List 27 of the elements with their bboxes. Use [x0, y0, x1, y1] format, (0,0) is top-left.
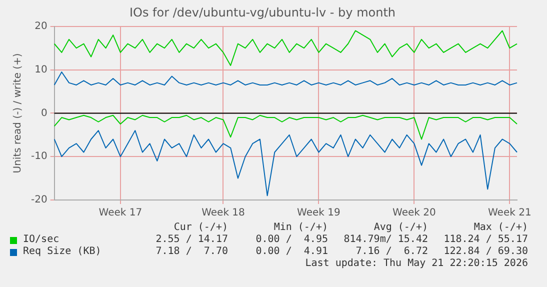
x-tick-label: Week 18 [202, 208, 245, 219]
y-tick-label: 20 [34, 20, 48, 32]
y-tick-label: -10 [30, 151, 48, 162]
text: 0.00 / 4.95 [254, 234, 328, 246]
y-tick-label: 10 [34, 64, 48, 76]
text: 7.18 / 7.70 [154, 246, 228, 258]
text: Cur (-/+) [172, 222, 228, 234]
text: 122.84 / 69.30 [442, 246, 528, 258]
text: 2.55 / 14.17 [154, 234, 228, 246]
text: Min (-/+) [272, 222, 328, 234]
legend-label: Req Size (KB) [22, 246, 102, 258]
text: Last update: Thu May 21 22:20:15 2026 [305, 258, 528, 269]
text: 118.24 / 55.17 [442, 234, 528, 246]
text: Avg (-/+) [372, 222, 428, 234]
text: 0.00 / 4.91 [254, 246, 328, 258]
y-tick-label: 0 [40, 108, 48, 119]
x-tick-label: Week 20 [392, 208, 436, 219]
text: 814.79m/ 15.42 [342, 234, 428, 246]
y-axis-title: Units read (-) / write (+) [12, 53, 24, 174]
x-tick-label: Week 21 [488, 208, 532, 219]
x-tick-label: Week 19 [297, 208, 340, 219]
legend-label: IO/sec [22, 234, 60, 246]
text: Max (-/+) [472, 222, 528, 234]
chart-title: IOs for /dev/ubuntu-vg/ubuntu-lv - by month [129, 5, 396, 20]
text: 7.16 / 6.72 [354, 246, 428, 258]
x-tick-label: Week 17 [98, 208, 142, 219]
y-tick-label: -20 [30, 194, 48, 206]
